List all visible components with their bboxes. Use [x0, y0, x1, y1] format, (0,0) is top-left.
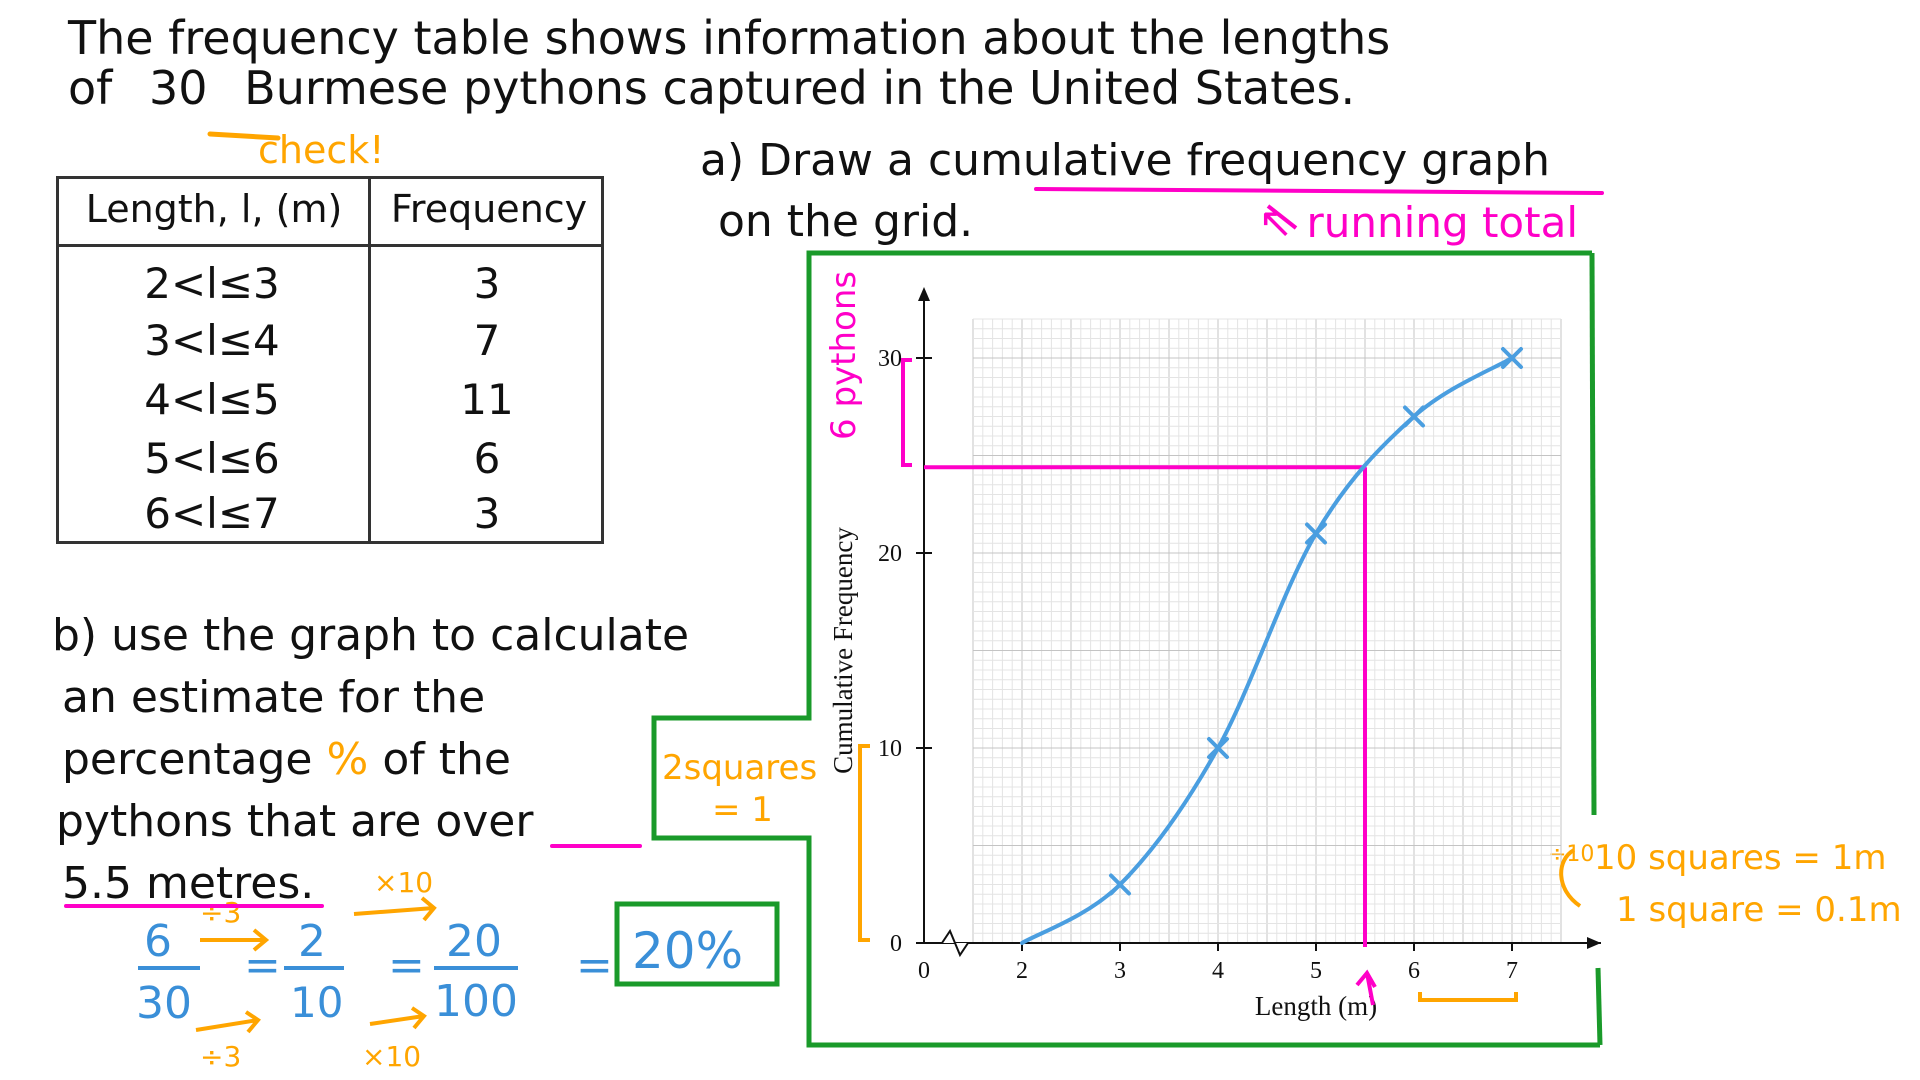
y-axis-title: Cumulative Frequency — [828, 527, 858, 774]
times-arrow-bottom — [369, 1006, 427, 1030]
question-b-percent-sign: % — [326, 734, 369, 785]
intro-line-1: The frequency table shows information ab… — [68, 11, 1391, 65]
table-row-2-length: 3<l≤4 — [144, 316, 280, 365]
question-b-percentage: percentage — [62, 734, 313, 785]
times-10-bottom: ×10 — [362, 1040, 422, 1073]
intro-line-2: of 30 Burmese pythons captured in the Un… — [68, 58, 1355, 118]
frequency-table: Length, l, (m) Frequency 2<l≤3 3 3<l≤4 7… — [56, 176, 604, 544]
intro-rest: Burmese pythons captured in the United S… — [244, 61, 1356, 115]
chart-axes: 0 2 3 4 5 6 7 0 10 20 30 Length (m) Cumulative Frequ… — [828, 287, 1601, 1021]
green-border-right-bottom — [1595, 967, 1603, 1046]
question-a-line-2: on the grid. — [718, 196, 974, 247]
question-b-pythons-that-are: pythons that are — [56, 796, 422, 847]
x-axis-arrow — [1587, 937, 1601, 949]
table-row-4-length: 5<l≤6 — [144, 434, 280, 483]
divide-arrow-top — [200, 928, 270, 952]
divide-arrow-bottom — [195, 1010, 261, 1034]
x-tick-label: 0 — [918, 958, 930, 984]
fraction-2-numerator: 2 — [298, 916, 326, 967]
reading-lines — [924, 465, 1377, 1006]
question-a-line-1: a) Draw a cumulative frequency graph — [700, 135, 1550, 186]
question-a-highlight: cumulative frequency — [927, 135, 1408, 186]
two-squares-equals-note: = 1 — [712, 790, 773, 830]
data-point-marker — [1207, 737, 1229, 759]
x-axis-break — [941, 928, 969, 958]
equals-3: = — [576, 940, 613, 991]
fraction-1-denominator: 30 — [136, 978, 192, 1029]
reading-arrow — [1355, 969, 1377, 1006]
x-tick-label: 5 — [1310, 958, 1322, 984]
ten-squares-note: 10 squares = 1m — [1594, 838, 1887, 878]
green-border-right-top — [1589, 252, 1597, 816]
divide-10-note: ÷10 — [1548, 842, 1595, 867]
table-row-1-frequency: 3 — [473, 259, 501, 308]
fraction-2-denominator: 10 — [290, 978, 344, 1027]
y-tick-label: 10 — [878, 736, 902, 762]
x-tick-label: 7 — [1506, 958, 1518, 984]
question-b-line-1: b) use the graph to calculate — [52, 610, 690, 661]
y-tick-label: 30 — [878, 346, 902, 372]
x-tick-label: 2 — [1016, 958, 1028, 984]
intro-number: 30 — [148, 61, 208, 115]
one-metre-bracket — [1418, 992, 1518, 1002]
check-underline — [207, 131, 281, 141]
cumulative-frequency-underline — [1034, 187, 1604, 195]
one-square-note: 1 square = 0.1m — [1616, 890, 1902, 930]
question-b-line-3: percentage % of the — [62, 730, 511, 790]
chart-grid — [972, 318, 1562, 944]
question-b-of-the: of the — [382, 734, 511, 785]
times-arrow-top — [353, 896, 437, 922]
series-layer — [1020, 347, 1523, 945]
table-row-5-length: 6<l≤7 — [144, 489, 280, 538]
table-column-divider — [368, 179, 371, 541]
table-row-1-length: 2<l≤3 — [144, 259, 280, 308]
question-a-suffix: graph — [1421, 135, 1551, 186]
equals-2: = — [388, 940, 425, 991]
divide-3-top: ÷3 — [200, 896, 242, 929]
running-total-arrow — [1266, 204, 1298, 230]
x-tick-label: 4 — [1212, 958, 1224, 984]
table-row-5-frequency: 3 — [473, 489, 501, 538]
y-axis-arrow — [918, 287, 930, 301]
data-point-marker — [1109, 873, 1131, 896]
fraction-1-numerator: 6 — [144, 916, 172, 967]
times-10-top: ×10 — [374, 866, 434, 899]
check-note: check! — [258, 128, 385, 172]
x-tick-label: 6 — [1408, 958, 1420, 984]
question-b-over: over — [435, 796, 534, 847]
answer-text: 20% — [632, 922, 744, 980]
table-row-3-length: 4<l≤5 — [144, 375, 280, 424]
two-squares-bracket — [858, 744, 870, 942]
question-b-line-5: 5.5 metres. — [62, 858, 315, 909]
table-row-4-frequency: 6 — [473, 434, 501, 483]
fraction-3-denominator: 100 — [434, 976, 518, 1027]
answer-box — [614, 901, 780, 987]
table-header-divider — [59, 244, 601, 247]
question-b-line-2: an estimate for the — [62, 672, 486, 723]
intro-of: of — [68, 61, 113, 115]
scale-brace — [1559, 848, 1582, 908]
equals-1: = — [244, 940, 281, 991]
x-axis-title: Length (m) — [1255, 991, 1377, 1021]
two-squares-note: 2squares — [662, 748, 818, 788]
table-header-frequency: Frequency — [390, 187, 588, 231]
data-point-marker — [1501, 347, 1523, 369]
divide-3-bottom: ÷3 — [200, 1040, 242, 1073]
table-row-2-frequency: 7 — [473, 316, 501, 365]
green-border — [651, 250, 1600, 1048]
six-pythons-brace — [901, 358, 912, 467]
running-total-note: ↖ running total — [1258, 198, 1579, 247]
y-tick-label: 20 — [878, 541, 902, 567]
question-b-line-4: pythons that are over — [56, 792, 533, 852]
data-point-marker — [1403, 405, 1425, 428]
table-header-length: Length, l, (m) — [85, 187, 343, 231]
y-tick-label: 0 — [890, 931, 902, 957]
x-tick-label: 3 — [1114, 958, 1126, 984]
fraction-3-numerator: 20 — [446, 916, 502, 967]
question-a-prefix: a) Draw a — [700, 135, 914, 186]
table-row-3-frequency: 11 — [460, 375, 514, 424]
data-point-marker — [1305, 522, 1327, 545]
